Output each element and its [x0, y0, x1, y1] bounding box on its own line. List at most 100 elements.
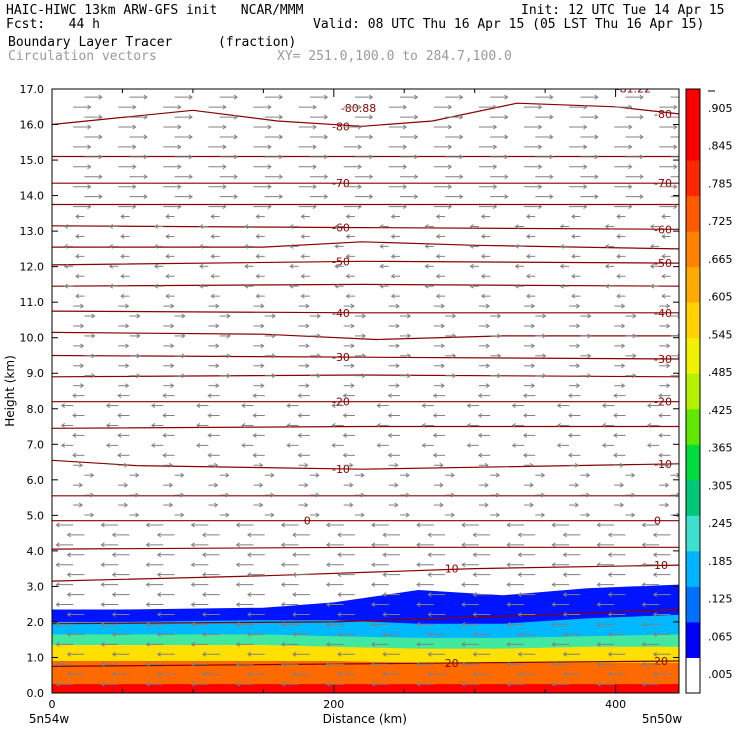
- wind-vector-head: [181, 333, 186, 339]
- wind-vector-head: [416, 681, 421, 687]
- wind-vector-head: [325, 681, 331, 687]
- wind-vector-head: [493, 204, 498, 210]
- wind-vector-head: [461, 602, 466, 607]
- wind-vector-head: [60, 403, 66, 408]
- wind-vector-head: [435, 273, 440, 279]
- wind-vector-head: [541, 472, 546, 478]
- wind-vector-head: [75, 214, 80, 219]
- wind-vector-head: [297, 413, 302, 418]
- wind-vector-head: [661, 293, 666, 299]
- wind-vector-head: [414, 154, 419, 160]
- wind-vector-head: [337, 612, 342, 617]
- wind-vector-head: [331, 423, 336, 428]
- wind-vector-head: [72, 432, 77, 438]
- wind-vector-head: [177, 104, 182, 110]
- wind-vector-head: [371, 661, 376, 667]
- wind-vector-head: [522, 393, 528, 399]
- wind-vector-head: [551, 522, 556, 528]
- wind-vector-head: [349, 482, 354, 488]
- wind-vector-head: [666, 383, 671, 389]
- wind-vector-head: [316, 353, 321, 359]
- colorbar-label: .245: [708, 517, 733, 530]
- wind-vector-head: [495, 472, 501, 478]
- wind-vector-head: [559, 283, 564, 289]
- wind-vector-head: [201, 572, 207, 578]
- wind-vector-head: [371, 542, 376, 548]
- wind-vector-head: [639, 174, 644, 180]
- wind-vector-head: [323, 154, 329, 160]
- wind-vector-head: [646, 403, 652, 408]
- contour-label: 10: [654, 559, 668, 572]
- wind-vector-head: [676, 492, 679, 498]
- forecast-hour: Fcst: 44 h: [6, 17, 100, 32]
- wind-vector-head: [497, 313, 502, 319]
- wind-vector-head: [136, 353, 141, 359]
- wind-vector-head: [432, 413, 437, 418]
- wind-vector-head: [78, 462, 84, 468]
- wind-vector-head: [469, 283, 474, 289]
- temperature-contour: [52, 546, 679, 550]
- wind-vector-head: [382, 651, 387, 657]
- wind-vector-head: [270, 512, 275, 518]
- wind-vector-head: [199, 283, 204, 289]
- contour-label: 0: [304, 515, 311, 528]
- wind-vector-head: [55, 661, 60, 667]
- wind-vector-head: [621, 303, 626, 309]
- wind-vector-head: [177, 144, 182, 150]
- wind-vector-head: [571, 293, 576, 299]
- wind-vector-head: [480, 273, 486, 279]
- wind-vector-head: [379, 243, 384, 249]
- wind-vector-head: [156, 572, 162, 578]
- wind-vector-head: [323, 134, 329, 140]
- wind-vector-head: [162, 452, 167, 458]
- wind-vector-head: [151, 423, 156, 428]
- wind-vector-head: [414, 134, 419, 140]
- wind-vector-head: [267, 144, 272, 150]
- wind-vector-head: [345, 253, 350, 259]
- wind-vector-head: [177, 124, 182, 130]
- wind-vector-head: [379, 283, 384, 289]
- wind-vector-head: [506, 562, 511, 568]
- wind-vector-head: [91, 353, 96, 359]
- wind-vector-head: [145, 582, 150, 588]
- wind-vector-head: [90, 492, 95, 498]
- wind-vector-head: [105, 423, 111, 428]
- wind-vector-head: [440, 363, 445, 369]
- wind-vector-head: [280, 582, 286, 588]
- wind-vector-head: [111, 532, 116, 538]
- wind-vector-head: [210, 214, 215, 219]
- wind-vector-head: [222, 144, 227, 150]
- wind-vector-head: [459, 134, 464, 140]
- wind-vector-head: [371, 522, 376, 528]
- wind-vector-head: [337, 552, 342, 558]
- wind-vector-head: [111, 631, 116, 637]
- wind-vector-head: [350, 383, 355, 389]
- wind-vector-head: [395, 303, 400, 309]
- wind-vector-head: [387, 452, 392, 458]
- wind-vector-head: [607, 572, 612, 578]
- wind-vector-head: [190, 602, 195, 607]
- wind-vector-head: [450, 472, 456, 478]
- colorbar-swatch: [686, 550, 700, 587]
- wind-vector-head: [289, 263, 294, 269]
- colorbar-label: .485: [708, 366, 733, 379]
- wind-vector-head: [135, 472, 140, 478]
- wind-vector-head: [517, 572, 522, 578]
- wind-vector-head: [652, 612, 658, 617]
- wind-vector-head: [628, 104, 633, 110]
- y-tick-label: 7.0: [27, 438, 45, 451]
- wind-vector-head: [55, 582, 60, 588]
- colorbar-label: .665: [708, 253, 733, 266]
- wind-vector-head: [259, 462, 264, 468]
- wind-vector-head: [105, 442, 111, 448]
- wind-vector-head: [98, 94, 103, 100]
- wind-vector-head: [233, 154, 238, 160]
- wind-vector-head: [440, 303, 445, 309]
- wind-vector-head: [613, 452, 618, 458]
- wind-vector-head: [477, 432, 483, 438]
- wind-vector-head: [414, 114, 419, 120]
- wind-vector-head: [666, 303, 671, 309]
- wind-vector-head: [461, 562, 466, 568]
- wind-vector-head: [652, 631, 658, 637]
- wind-vector-head: [459, 94, 464, 100]
